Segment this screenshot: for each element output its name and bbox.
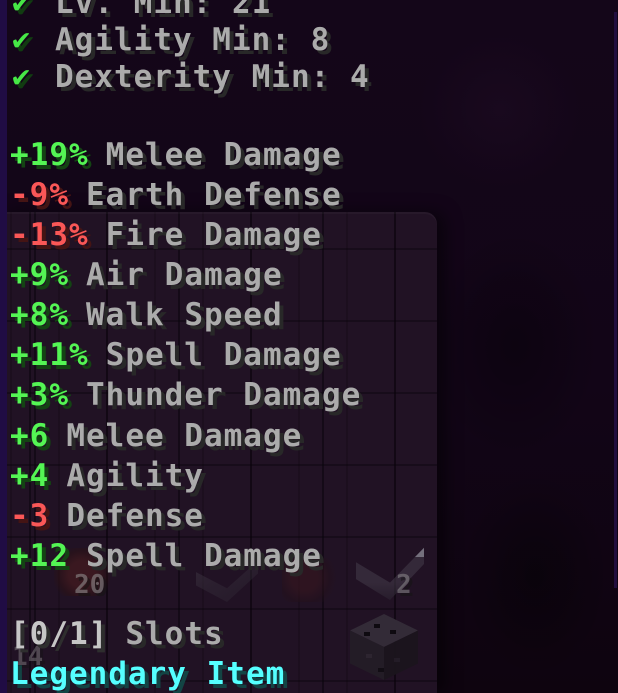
stack-count: 20 xyxy=(74,570,106,600)
stat-label: Air Damage xyxy=(86,257,283,293)
redstone-dust-icon[interactable] xyxy=(54,548,110,596)
stat-label: Fire Damage xyxy=(105,217,322,253)
stat-value: -13% xyxy=(10,217,89,253)
rarity-row: Legendary Item xyxy=(0,656,618,692)
tooltip-left-border xyxy=(0,0,7,693)
stat-row: +19% Melee Damage xyxy=(0,137,618,173)
requirement-row: ✔ Dexterity Min: 4 xyxy=(0,59,618,95)
stat-value: +11% xyxy=(10,337,89,373)
ore-speckle xyxy=(366,654,372,658)
requirement-label: Dexterity Min: 4 xyxy=(55,59,370,95)
stat-value: +19% xyxy=(10,137,89,173)
ore-speckle xyxy=(364,632,370,636)
stack-count: 14 xyxy=(12,642,44,672)
stat-row: +11% Spell Damage xyxy=(0,337,618,373)
background-texture xyxy=(430,230,600,460)
stack-count: 2 xyxy=(396,570,412,600)
stat-value: +12 xyxy=(10,538,69,574)
stat-label: Agility xyxy=(66,458,204,494)
check-icon: ✔ xyxy=(12,59,32,94)
stat-label: Spell Damage xyxy=(86,538,322,574)
stat-value: +6 xyxy=(10,418,50,454)
stat-row: -3 Defense xyxy=(0,498,618,534)
stat-label: Walk Speed xyxy=(86,297,283,333)
stat-row: -9% Earth Defense xyxy=(0,177,618,213)
inventory-panel xyxy=(0,212,437,693)
stat-label: Defense xyxy=(66,498,204,534)
stat-value: +4 xyxy=(10,458,50,494)
screen-edge-line xyxy=(614,12,617,588)
stat-value: -9% xyxy=(10,177,69,213)
stat-row: +8% Walk Speed xyxy=(0,297,618,333)
slots-label: Slots xyxy=(125,616,224,652)
stat-label: Thunder Damage xyxy=(86,377,362,413)
check-icon: ✔ xyxy=(12,22,32,57)
requirement-label: Lv. Min: 21 xyxy=(55,0,272,21)
stat-row: +3% Thunder Damage xyxy=(0,377,618,413)
stat-label: Melee Damage xyxy=(66,418,303,454)
requirement-row: ✔ Agility Min: 8 xyxy=(0,22,618,58)
stat-row: +6 Melee Damage xyxy=(0,418,618,454)
stat-row: +12 Spell Damage xyxy=(0,538,618,574)
stat-value: -3 xyxy=(10,498,50,534)
stat-label: Earth Defense xyxy=(86,177,342,213)
requirement-row: ✔ Lv. Min: 21 xyxy=(0,0,618,21)
requirement-label: Agility Min: 8 xyxy=(55,22,331,58)
stat-row: +9% Air Damage xyxy=(0,257,618,293)
stat-value: +3% xyxy=(10,377,69,413)
ore-speckle xyxy=(374,624,380,628)
stat-value: +9% xyxy=(10,257,69,293)
stat-row: -13% Fire Damage xyxy=(0,217,618,253)
stat-label: Melee Damage xyxy=(105,137,342,173)
dark-herb-icon[interactable] xyxy=(282,558,338,602)
stat-label: Spell Damage xyxy=(105,337,342,373)
ore-speckle xyxy=(378,668,384,672)
background-texture xyxy=(460,470,610,680)
coal-ore-icon[interactable] xyxy=(350,614,418,680)
ore-speckle xyxy=(394,658,400,662)
stat-row: +4 Agility xyxy=(0,458,618,494)
slots-row: [0/1] Slots xyxy=(0,616,618,652)
check-icon: ✔ xyxy=(12,0,32,20)
slots-value: [0/1] xyxy=(10,616,109,652)
rarity-label: Legendary Item xyxy=(10,656,286,692)
stat-value: +8% xyxy=(10,297,69,333)
ore-speckle xyxy=(390,630,396,634)
background-texture xyxy=(420,30,580,190)
